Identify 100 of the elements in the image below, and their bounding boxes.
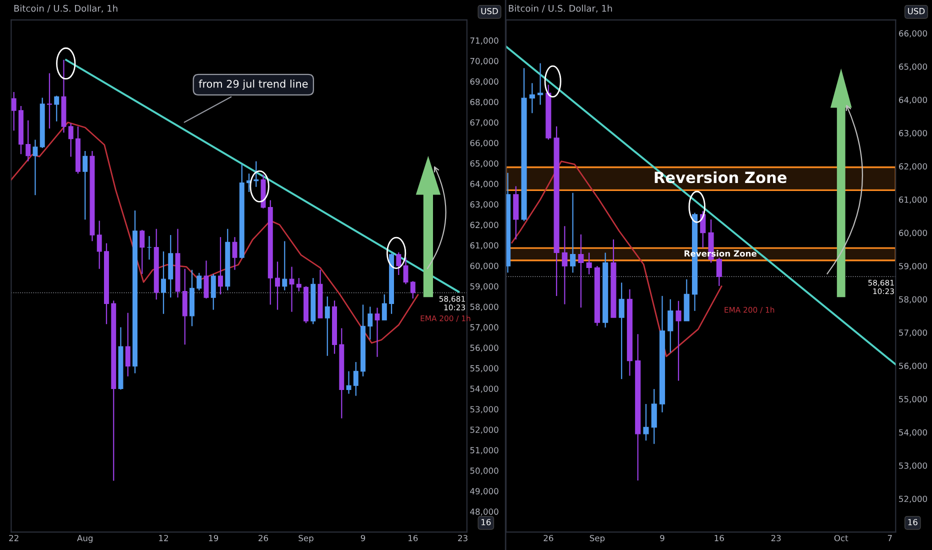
x-tick-label: 9 [660,534,664,542]
candlestick [68,122,74,158]
candlestick [529,82,535,114]
candlestick [11,92,16,132]
candlestick [54,95,60,122]
candlestick [346,370,352,394]
candlestick [368,306,373,340]
y-tick-label: 55,000 [899,396,928,404]
text: USD [908,8,925,14]
y-tick-label: 70,000 [470,58,498,66]
y-tick-label: 58,000 [470,304,498,311]
y-tick-label: 68,000 [470,98,498,106]
y-tick-label: 67,000 [470,119,498,127]
x-tick-label: Aug [77,535,92,543]
x-tick-label: 16 [714,534,724,542]
candlestick [618,282,624,380]
candlestick [578,234,584,308]
candlestick [282,240,288,291]
chart-title: Bitcoin / U.S. Dollar, 1h [508,4,612,13]
text: 16 [482,518,491,526]
x-tick-label: 12 [159,534,168,542]
candlestick [324,296,330,356]
y-tick-label: 64,000 [470,180,498,188]
candlestick [296,277,302,292]
x-tick-label: 23 [771,534,781,542]
y-tick-label: 57,000 [899,329,928,337]
candlestick [562,226,568,305]
candlestick [254,160,259,188]
y-tick-label: 63,000 [899,130,928,138]
candlestick [196,272,202,291]
candlestick [668,298,674,354]
x-tick-label: 26 [258,534,268,542]
annotation: from 29 jul trend line [198,80,308,90]
y-tick-label: 52,000 [470,426,498,434]
y-tick-label: 65,000 [470,160,498,168]
candlestick [204,260,209,300]
candlestick [46,72,52,130]
candlestick [210,273,216,310]
y-tick-label: 54,000 [470,386,498,393]
y-tick-label: 55,000 [470,365,498,372]
x-tick-label: 26 [544,534,554,542]
candlestick [716,257,722,287]
x-tick-label: 22 [9,534,18,542]
candlestick [289,266,294,312]
candlestick [82,150,88,220]
candlestick [161,250,166,314]
candlestick [403,257,408,285]
y-tick-label: 64,000 [899,96,928,104]
y-tick-label: 56,000 [470,344,498,352]
y-tick-label: 66,000 [899,30,928,38]
y-tick-label: 60,000 [899,230,928,237]
y-tick-label: 63,000 [470,201,498,208]
candlestick [374,307,380,358]
x-tick-label: Oct [834,534,848,542]
candlestick [140,229,145,274]
y-tick-label: 52,000 [899,496,928,503]
y-tick-label: 62,000 [899,163,928,170]
x-tick-label: Sep [590,534,605,543]
y-tick-label: 71,000 [470,37,498,45]
y-tick-label: 50,000 [470,468,498,475]
y-tick-label: 59,000 [470,283,498,290]
y-tick-label: 53,000 [899,462,928,470]
candlestick [275,261,280,310]
y-tick-label: 65,000 [899,63,928,71]
y-tick-label: 62,000 [470,222,498,229]
x-tick-label: 23 [458,534,468,542]
candlestick [353,361,358,396]
candlestick [125,312,130,377]
candlestick [396,252,402,276]
chart-title: Bitcoin / U.S. Dollar, 1h [14,4,118,13]
candlestick [32,139,38,196]
candlestick [232,236,238,270]
y-tick-label: 66,000 [470,140,498,147]
candlestick [26,120,31,162]
y-tick-label: 61,000 [470,242,498,250]
candlestick [570,192,576,274]
x-tick-label: 9 [360,534,366,542]
y-tick-label: 57,000 [470,324,498,332]
y-tick-label: 59,000 [899,262,928,270]
y-tick-label: 48,000 [470,508,498,516]
y-tick-label: 53,000 [470,406,498,414]
text: USD [481,8,498,14]
candlestick [651,388,657,444]
y-tick-label: 58,000 [899,296,928,304]
candlestick [643,403,649,442]
y-tick-label: 69,000 [470,78,498,86]
x-tick-label: 7 [888,535,892,542]
candlestick [96,220,102,270]
text: 16 [908,518,918,526]
y-tick-label: 60,000 [470,262,498,270]
y-tick-label: 61,000 [899,196,928,204]
y-tick-label: 51,000 [470,447,498,454]
candlestick [218,236,223,295]
x-tick-label: Sep [298,534,314,543]
candlestick [382,294,387,321]
x-tick-label: 16 [408,534,418,542]
y-tick-label: 54,000 [899,429,928,436]
candlestick [410,280,416,300]
candlestick [676,300,682,382]
y-tick-label: 56,000 [899,362,928,370]
